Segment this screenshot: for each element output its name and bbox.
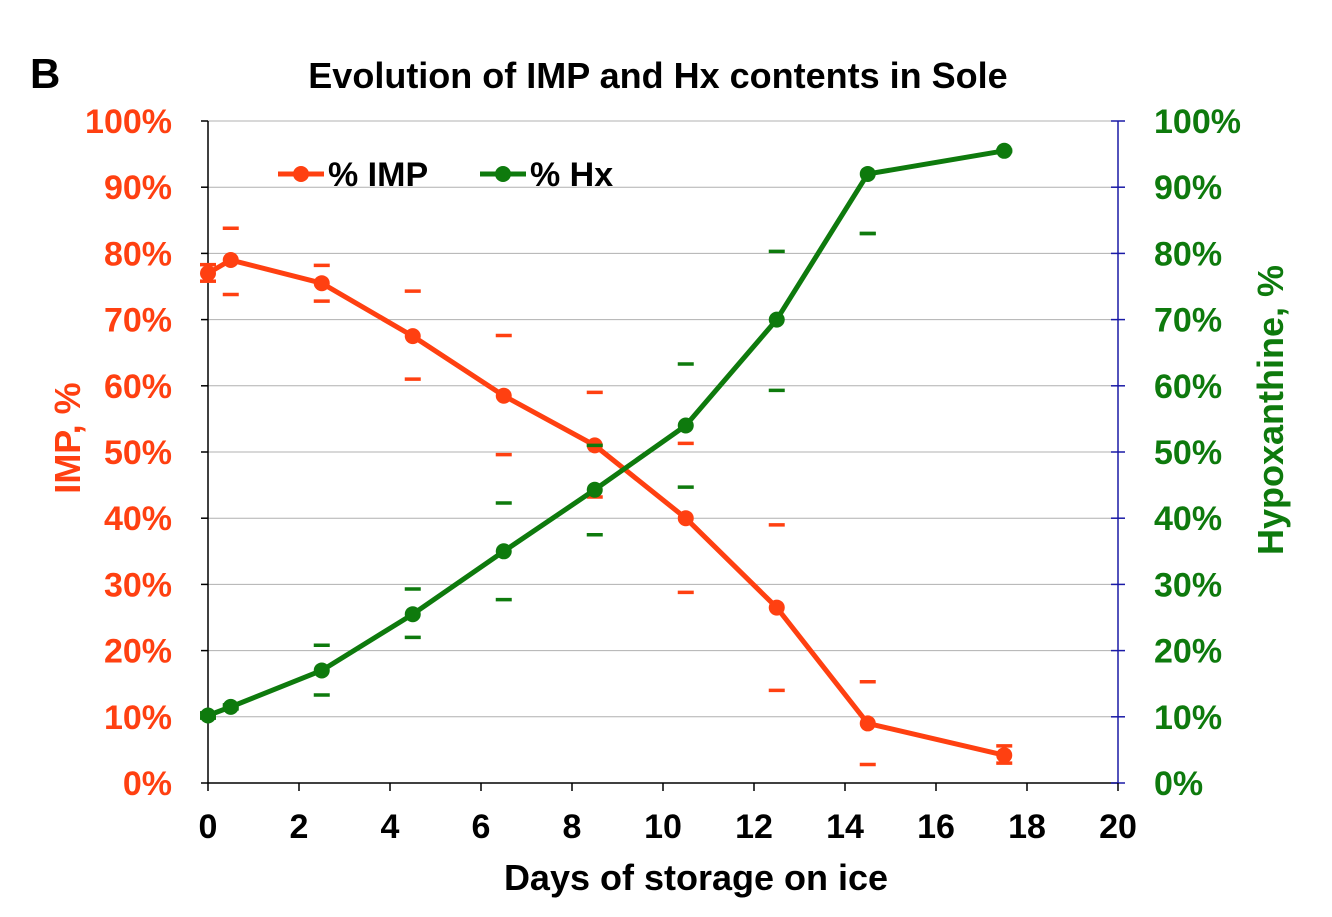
data-point bbox=[313, 275, 330, 292]
left-tick-label: 90% bbox=[104, 169, 172, 207]
legend-swatch-marker bbox=[495, 166, 511, 182]
panel-label: B bbox=[30, 50, 60, 97]
right-tick-label: 80% bbox=[1154, 235, 1222, 273]
x-tick-label: 18 bbox=[1008, 808, 1046, 846]
data-point bbox=[677, 417, 694, 434]
data-point bbox=[586, 481, 603, 498]
chart-title: Evolution of IMP and Hx contents in Sole bbox=[308, 55, 1007, 96]
right-tick-label: 0% bbox=[1154, 765, 1203, 803]
data-point bbox=[222, 252, 239, 269]
legend-label: % IMP bbox=[328, 156, 428, 194]
right-tick-label: 20% bbox=[1154, 633, 1222, 671]
series-line bbox=[207, 148, 1005, 718]
x-tick-label: 6 bbox=[472, 808, 491, 846]
data-point bbox=[495, 387, 512, 404]
left-tick-label: 60% bbox=[104, 368, 172, 406]
left-axis-label: IMP, % bbox=[47, 382, 88, 493]
x-tick-label: 10 bbox=[644, 808, 682, 846]
right-tick-label: 90% bbox=[1154, 169, 1222, 207]
data-point bbox=[222, 698, 239, 715]
data-point bbox=[200, 265, 216, 282]
data-point bbox=[404, 328, 421, 345]
left-tick-label: 70% bbox=[104, 302, 172, 340]
data-point bbox=[859, 715, 876, 732]
data-point bbox=[313, 662, 330, 679]
data-point bbox=[495, 543, 512, 560]
data-point bbox=[200, 707, 216, 724]
x-tick-label: 20 bbox=[1099, 808, 1137, 846]
data-point bbox=[996, 142, 1013, 159]
x-tick-label: 16 bbox=[917, 808, 955, 846]
data-point bbox=[768, 311, 785, 328]
data-point bbox=[996, 747, 1013, 764]
series-hx bbox=[200, 142, 1013, 724]
x-tick-label: 0 bbox=[199, 808, 218, 846]
data-point bbox=[404, 606, 421, 623]
x-axis-ticks: 0 2 4 6 8 10 12 14 16 18 20 bbox=[199, 783, 1137, 846]
x-tick-label: 14 bbox=[826, 808, 864, 846]
legend: % IMP % Hx bbox=[278, 156, 613, 194]
x-tick-label: 4 bbox=[381, 808, 400, 846]
left-tick-label: 80% bbox=[104, 235, 172, 273]
x-axis-label: Days of storage on ice bbox=[504, 857, 888, 898]
x-tick-label: 2 bbox=[290, 808, 309, 846]
right-tick-label: 70% bbox=[1154, 302, 1222, 340]
right-tick-label: 50% bbox=[1154, 434, 1222, 472]
right-axis-label: Hypoxanthine, % bbox=[1250, 265, 1291, 555]
left-tick-label: 10% bbox=[104, 699, 172, 737]
left-axis-ticks: 0% 10% 20% 30% 40% 50% 60% 70% 80% 90% 100% bbox=[85, 103, 208, 803]
left-tick-label: 30% bbox=[104, 566, 172, 604]
series-line bbox=[206, 257, 1005, 758]
right-tick-label: 100% bbox=[1154, 103, 1241, 141]
right-axis-ticks: 0% 10% 20% 30% 40% 50% 60% 70% 80% 90% 100% bbox=[1111, 103, 1241, 803]
right-tick-label: 10% bbox=[1154, 699, 1222, 737]
data-point bbox=[677, 510, 694, 527]
series-imp bbox=[200, 226, 1013, 767]
x-tick-label: 12 bbox=[735, 808, 773, 846]
grid-lines bbox=[208, 120, 1118, 718]
series-layer bbox=[200, 142, 1013, 767]
left-tick-label: 40% bbox=[104, 500, 172, 538]
data-point bbox=[859, 165, 876, 182]
legend-swatch-marker bbox=[293, 166, 309, 182]
right-tick-label: 40% bbox=[1154, 500, 1222, 538]
left-tick-label: 50% bbox=[104, 434, 172, 472]
legend-label: % Hx bbox=[530, 156, 613, 194]
x-tick-label: 8 bbox=[563, 808, 582, 846]
left-tick-label: 100% bbox=[85, 103, 172, 141]
right-tick-label: 60% bbox=[1154, 368, 1222, 406]
left-tick-label: 20% bbox=[104, 633, 172, 671]
data-point bbox=[768, 599, 785, 616]
right-tick-label: 30% bbox=[1154, 566, 1222, 604]
left-tick-label: 0% bbox=[123, 765, 172, 803]
